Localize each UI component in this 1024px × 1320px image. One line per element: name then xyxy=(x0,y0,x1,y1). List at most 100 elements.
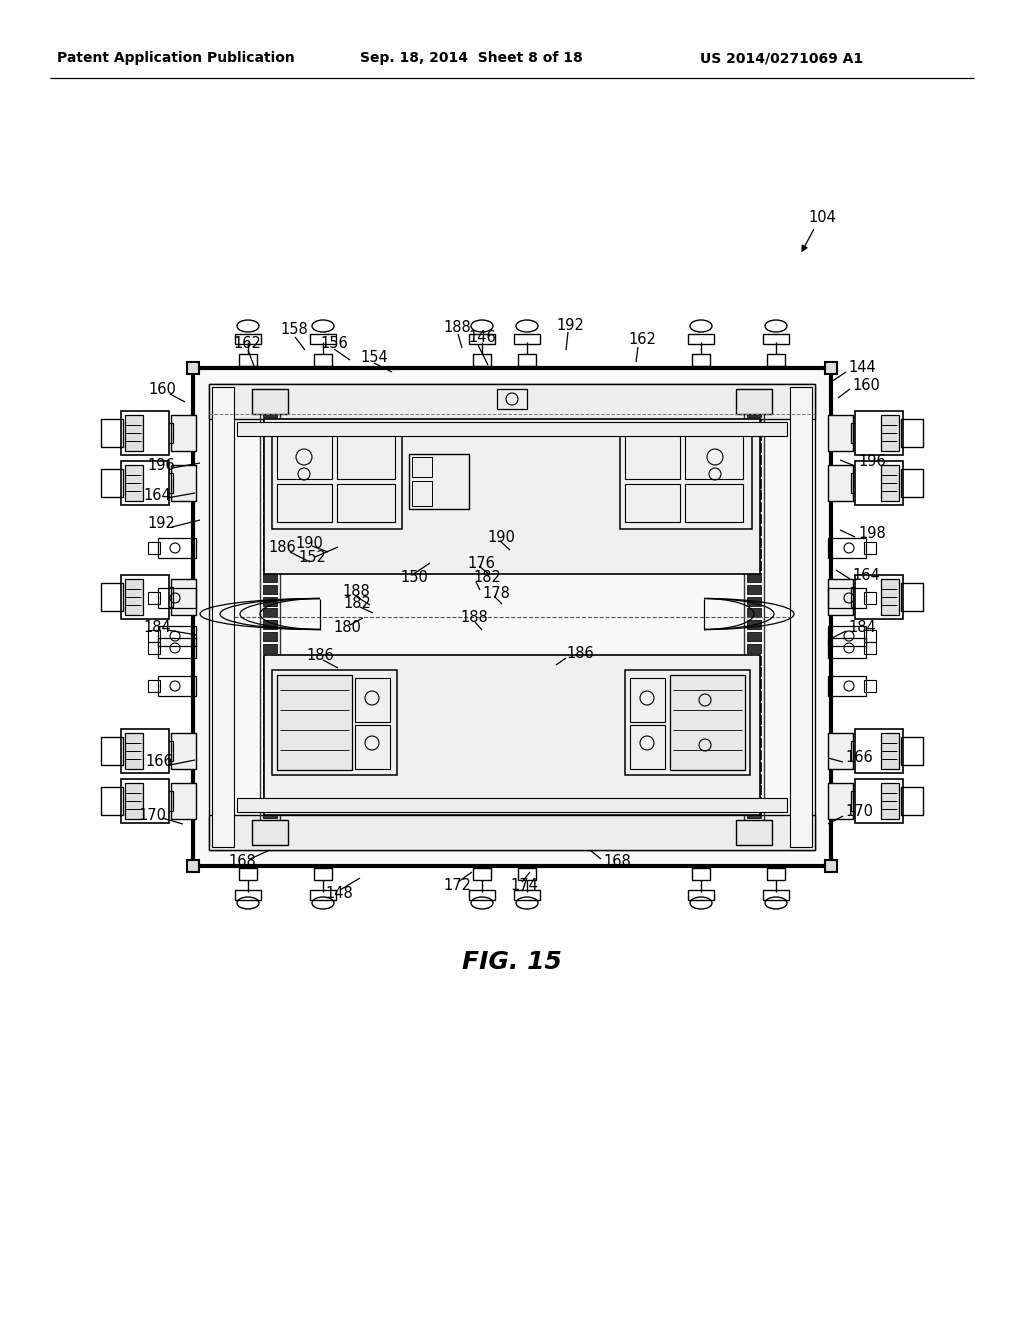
Bar xyxy=(237,422,787,436)
Bar xyxy=(125,783,143,818)
Text: 180: 180 xyxy=(333,620,360,635)
Bar xyxy=(263,502,278,511)
Bar xyxy=(412,457,432,477)
Bar xyxy=(901,583,923,611)
Text: 164: 164 xyxy=(143,487,171,503)
Bar xyxy=(158,638,196,657)
Bar xyxy=(171,783,196,818)
Bar xyxy=(121,729,169,774)
Bar xyxy=(746,408,761,417)
Text: 178: 178 xyxy=(482,586,510,601)
Text: 190: 190 xyxy=(487,531,515,545)
Text: FIG. 15: FIG. 15 xyxy=(462,950,562,974)
Text: 170: 170 xyxy=(845,804,873,820)
Bar xyxy=(767,354,785,366)
Bar xyxy=(901,418,923,447)
Bar xyxy=(165,791,173,810)
Bar xyxy=(685,484,743,521)
Bar xyxy=(864,630,876,642)
Bar xyxy=(278,434,332,479)
Bar xyxy=(670,675,745,770)
Bar xyxy=(864,680,876,692)
Bar xyxy=(263,833,278,842)
Text: 184: 184 xyxy=(848,620,876,635)
Bar xyxy=(263,408,278,417)
Text: 192: 192 xyxy=(147,516,175,532)
Text: 152: 152 xyxy=(298,550,326,565)
Text: 182: 182 xyxy=(473,570,501,586)
Bar xyxy=(746,597,761,606)
Bar xyxy=(851,791,859,810)
Bar xyxy=(263,609,278,618)
Bar xyxy=(625,434,680,479)
Bar xyxy=(239,354,257,366)
Bar xyxy=(746,785,761,795)
Bar xyxy=(125,579,143,615)
Bar xyxy=(864,591,876,605)
Text: 198: 198 xyxy=(858,525,886,540)
Bar xyxy=(746,702,761,711)
Bar xyxy=(158,626,196,645)
Bar xyxy=(746,632,761,642)
Bar xyxy=(121,576,169,619)
Text: 162: 162 xyxy=(233,335,261,351)
Bar xyxy=(314,354,332,366)
Bar xyxy=(263,809,278,818)
Bar xyxy=(828,465,853,502)
Bar xyxy=(746,455,761,465)
Bar xyxy=(252,820,288,845)
Bar xyxy=(746,656,761,664)
Bar xyxy=(263,597,278,606)
Bar xyxy=(767,869,785,880)
Bar xyxy=(630,678,665,722)
Text: 166: 166 xyxy=(845,751,872,766)
Bar xyxy=(881,783,899,818)
Bar xyxy=(264,655,760,814)
Bar xyxy=(746,396,761,405)
Text: 156: 156 xyxy=(319,337,348,351)
Bar xyxy=(828,587,866,609)
Bar xyxy=(263,821,278,830)
Bar xyxy=(263,513,278,523)
Bar xyxy=(473,354,490,366)
Bar xyxy=(746,491,761,499)
Bar xyxy=(263,491,278,499)
Bar xyxy=(864,642,876,653)
Bar xyxy=(158,539,196,558)
Bar xyxy=(746,513,761,523)
Text: 176: 176 xyxy=(467,556,495,570)
Bar xyxy=(237,799,787,812)
Bar xyxy=(148,591,160,605)
Bar xyxy=(518,869,536,880)
Bar xyxy=(264,418,760,574)
Bar xyxy=(209,384,815,418)
Bar xyxy=(148,543,160,554)
Bar xyxy=(209,384,815,850)
Bar xyxy=(263,644,278,653)
Bar xyxy=(763,890,790,900)
Bar xyxy=(263,668,278,676)
Bar xyxy=(234,890,261,900)
Bar xyxy=(234,334,261,345)
Bar xyxy=(790,387,812,847)
Text: 162: 162 xyxy=(628,333,656,347)
Bar xyxy=(263,420,278,429)
Bar xyxy=(272,429,402,529)
Bar xyxy=(746,809,761,818)
Bar xyxy=(469,334,495,345)
Bar xyxy=(828,638,866,657)
Bar xyxy=(263,561,278,570)
Bar xyxy=(855,576,903,619)
Bar xyxy=(263,750,278,759)
Text: 168: 168 xyxy=(603,854,631,870)
Bar xyxy=(263,690,278,700)
Bar xyxy=(101,418,123,447)
Bar xyxy=(260,392,280,842)
Bar xyxy=(148,642,160,653)
Bar xyxy=(851,422,859,444)
Bar xyxy=(101,469,123,498)
Bar xyxy=(263,444,278,453)
Bar xyxy=(239,869,257,880)
Bar xyxy=(746,762,761,771)
Bar xyxy=(855,411,903,455)
